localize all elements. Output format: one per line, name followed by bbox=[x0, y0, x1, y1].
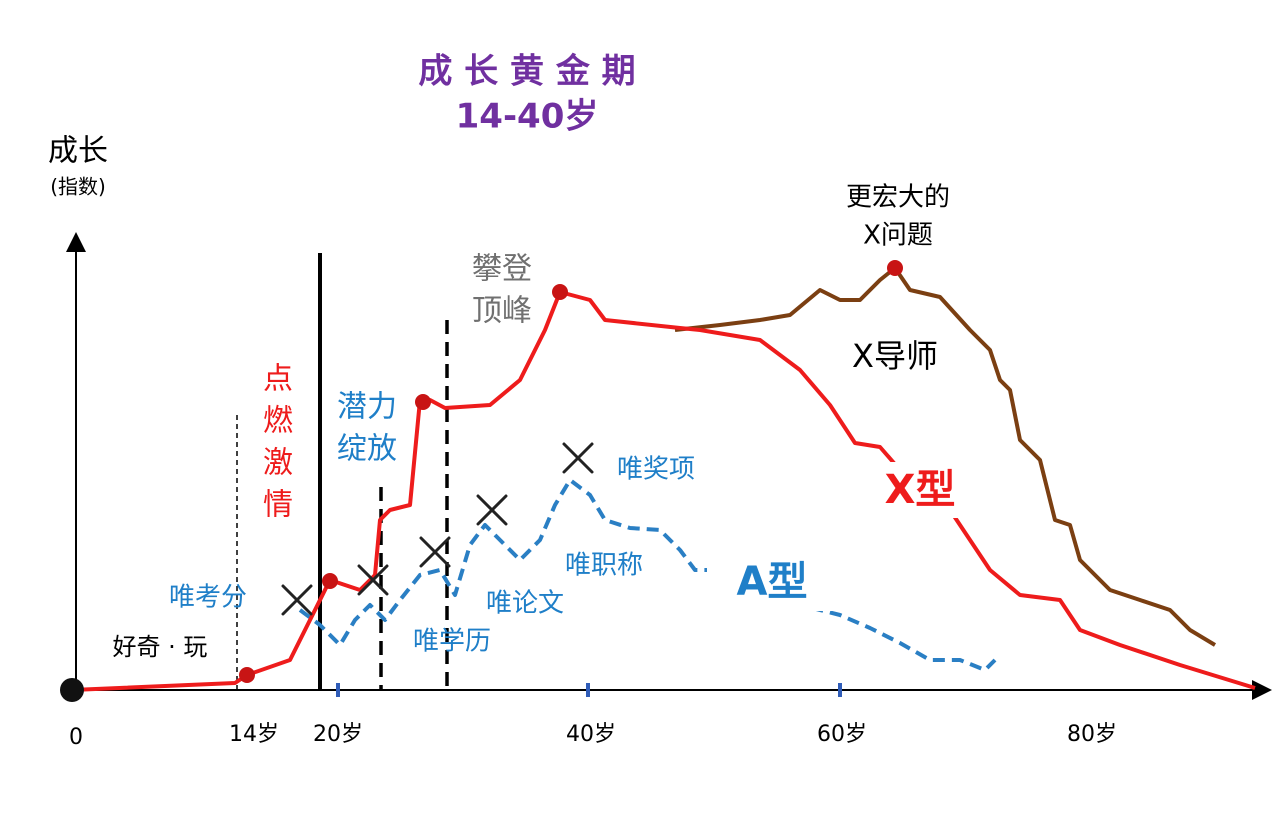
y-sublabel: (指数) bbox=[50, 175, 106, 199]
x-label: 14岁 bbox=[229, 722, 279, 747]
annotation: 唯奖项 bbox=[617, 455, 695, 485]
annotation: 潜力 bbox=[337, 390, 397, 425]
annotation: X导师 bbox=[852, 337, 938, 375]
annotation: X问题 bbox=[863, 221, 933, 251]
annotation: 唯学历 bbox=[413, 627, 491, 657]
annotation: 燃 bbox=[263, 404, 293, 439]
label-box bbox=[707, 553, 837, 611]
origin bbox=[60, 678, 84, 702]
y-label: 成长 bbox=[48, 134, 108, 169]
x-mentor-curve bbox=[674, 266, 1217, 647]
axis-ticks bbox=[336, 683, 842, 697]
annotation: 激 bbox=[263, 446, 293, 481]
x-label: 60岁 bbox=[817, 722, 867, 747]
annotation: X型 bbox=[885, 467, 956, 513]
x-type-curve bbox=[71, 290, 1256, 692]
x-label: 40岁 bbox=[566, 722, 616, 747]
x-label: 20岁 bbox=[313, 722, 363, 747]
annotation: 顶峰 bbox=[472, 294, 532, 329]
a-type-curve bbox=[298, 478, 997, 672]
x-label: 80岁 bbox=[1067, 722, 1117, 747]
annotation: 唯论文 bbox=[486, 589, 564, 619]
annotation: 更宏大的 bbox=[846, 183, 950, 213]
milestones bbox=[239, 260, 903, 683]
annotation: 点 bbox=[263, 362, 293, 397]
annotation: 攀登 bbox=[472, 252, 532, 287]
label-box bbox=[862, 462, 977, 518]
x-label: 0 bbox=[69, 725, 83, 750]
annotation: 好奇 · 玩 bbox=[113, 633, 208, 661]
title: 成 长 黄 金 期 bbox=[418, 52, 635, 92]
title: 14-40岁 bbox=[456, 97, 599, 137]
annotation: 唯职称 bbox=[565, 551, 643, 581]
annotation: 唯考分 bbox=[169, 583, 247, 613]
pointer bbox=[884, 351, 1056, 446]
sword-icons bbox=[281, 442, 594, 616]
annotation: 绽放 bbox=[337, 432, 397, 467]
annotation: A型 bbox=[737, 559, 808, 605]
annotation: 情 bbox=[263, 488, 293, 523]
